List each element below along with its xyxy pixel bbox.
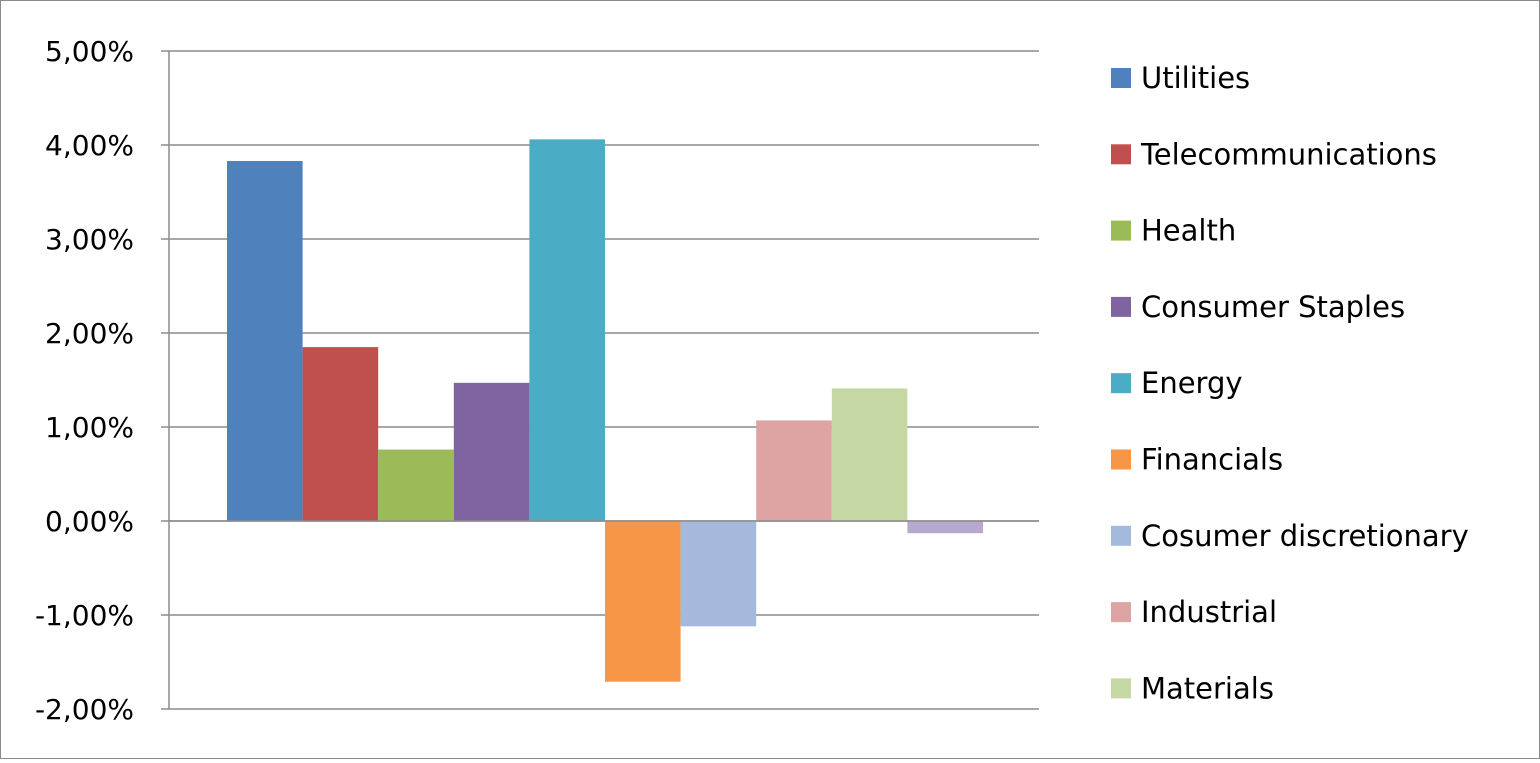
bar — [907, 521, 983, 534]
legend-swatch — [1111, 602, 1131, 623]
legend-swatch — [1111, 678, 1131, 699]
y-tick-label: 3,00% — [45, 223, 134, 256]
y-tick-label: -1,00% — [35, 599, 134, 632]
bar — [302, 347, 379, 521]
y-tick-label: 5,00% — [45, 35, 134, 68]
legend-label: Industrial — [1141, 595, 1277, 629]
bar — [227, 160, 303, 522]
legend-swatch — [1111, 68, 1131, 88]
bar — [756, 420, 832, 521]
legend-label: Consumer Staples — [1141, 290, 1405, 324]
y-tick-label: -2,00% — [35, 693, 134, 726]
y-tick-label: 2,00% — [45, 317, 134, 350]
bar — [378, 449, 454, 521]
legend-label: Health — [1141, 214, 1236, 248]
bar — [605, 521, 681, 682]
bar — [529, 139, 605, 522]
legend-swatch — [1111, 296, 1131, 317]
bar — [453, 382, 530, 521]
legend-swatch — [1111, 220, 1131, 241]
legend-swatch — [1111, 373, 1131, 394]
legend-label: Telecommunications — [1140, 137, 1437, 171]
bar — [680, 521, 757, 627]
legend-swatch — [1111, 525, 1131, 546]
legend-label: Energy — [1141, 366, 1243, 400]
y-tick-label: 1,00% — [45, 411, 134, 444]
legend-label: Materials — [1141, 671, 1274, 705]
legend-swatch — [1111, 449, 1131, 470]
legend-label: Utilities — [1141, 61, 1250, 95]
legend-swatch — [1111, 144, 1131, 165]
legend-label: Cosumer discretionary — [1141, 519, 1469, 553]
y-tick-label: 4,00% — [45, 129, 134, 162]
legend-label: Financials — [1141, 443, 1283, 477]
bar — [831, 388, 908, 521]
y-tick-label: 0,00% — [45, 505, 134, 538]
